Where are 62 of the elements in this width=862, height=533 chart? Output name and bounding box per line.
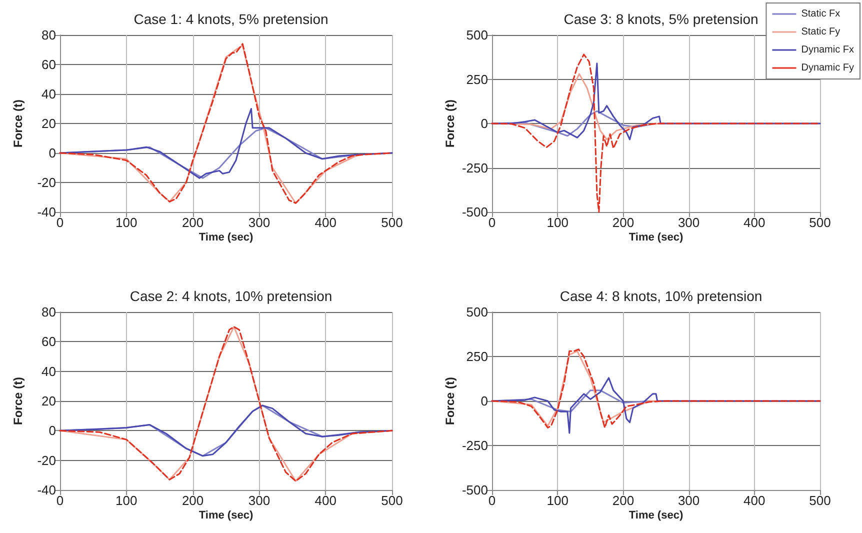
x-tick-label: 300 — [248, 215, 270, 230]
legend-label: Static Fy — [801, 26, 840, 38]
y-axis-title: Force (t) — [11, 99, 25, 148]
x-tick-label: 300 — [678, 215, 700, 230]
y-tick-label: -40 — [37, 482, 56, 498]
chart-title: Case 2: 4 knots, 10% pretension — [130, 288, 332, 304]
y-tick-label: -500 — [462, 482, 488, 498]
y-tick-label: 500 — [466, 304, 488, 320]
x-tick-label: 100 — [116, 215, 138, 230]
x-axis-title: Time (sec) — [198, 510, 254, 522]
y-tick-label: 0 — [480, 394, 488, 408]
x-tick-label: 300 — [678, 493, 700, 508]
x-tick-label: 500 — [809, 215, 831, 230]
y-tick-label: 80 — [42, 304, 56, 320]
legend-label: Dynamic Fx — [801, 44, 854, 56]
x-axis-title: Time (sec) — [198, 232, 254, 244]
y-tick-label: -20 — [37, 452, 56, 468]
y-tick-label: -500 — [462, 204, 488, 220]
legend-label: Dynamic Fy — [801, 62, 854, 74]
x-tick-label: 200 — [612, 215, 634, 230]
x-tick-label: 200 — [182, 493, 204, 508]
y-tick-label: -250 — [462, 160, 488, 176]
y-axis-title: Force (t) — [11, 376, 25, 425]
x-tick-label: 400 — [744, 215, 766, 230]
y-tick-label: -40 — [37, 204, 56, 220]
y-tick-label: 40 — [42, 364, 56, 379]
x-axis-title: Time (sec) — [628, 232, 684, 244]
x-tick-label: 100 — [546, 493, 568, 508]
y-axis-title: Force (t) — [443, 376, 457, 425]
line-series — [59, 108, 393, 179]
x-tick-label: 500 — [809, 493, 831, 508]
x-tick-label: 100 — [116, 493, 138, 508]
y-tick-label: 60 — [42, 57, 56, 72]
y-tick-label: -250 — [462, 438, 488, 453]
y-tick-label: 20 — [42, 116, 56, 131]
chart-title: Case 1: 4 knots, 5% pretension — [134, 11, 328, 27]
y-tick-label: 40 — [42, 86, 56, 102]
y-tick-label: 0 — [48, 146, 56, 160]
x-tick-label: 400 — [314, 215, 336, 230]
y-axis-title: Force (t) — [443, 99, 457, 148]
y-tick-label: -20 — [37, 175, 56, 190]
y-tick-label: 0 — [48, 423, 56, 438]
y-tick-label: 20 — [42, 394, 56, 408]
chart-title: Case 4: 8 knots, 10% pretension — [560, 288, 762, 304]
y-tick-label: 0 — [480, 116, 488, 131]
x-tick-label: 400 — [314, 493, 336, 508]
x-axis-title: Time (sec) — [628, 510, 684, 522]
x-tick-label: 500 — [381, 493, 403, 508]
y-tick-label: 80 — [42, 28, 56, 42]
chart-title: Case 3: 8 knots, 5% pretension — [564, 11, 758, 27]
x-tick-label: 200 — [612, 493, 634, 508]
line-series — [59, 326, 393, 482]
y-tick-label: 60 — [42, 334, 56, 350]
x-tick-label: 500 — [381, 215, 403, 230]
x-tick-label: 100 — [546, 215, 568, 230]
y-tick-label: 500 — [466, 28, 488, 42]
y-tick-label: 250 — [466, 349, 488, 364]
legend-label: Static Fx — [801, 8, 840, 20]
x-tick-label: 300 — [248, 493, 270, 508]
x-tick-label: 400 — [744, 493, 766, 508]
y-tick-label: 250 — [466, 72, 488, 87]
x-tick-label: 200 — [182, 215, 204, 230]
